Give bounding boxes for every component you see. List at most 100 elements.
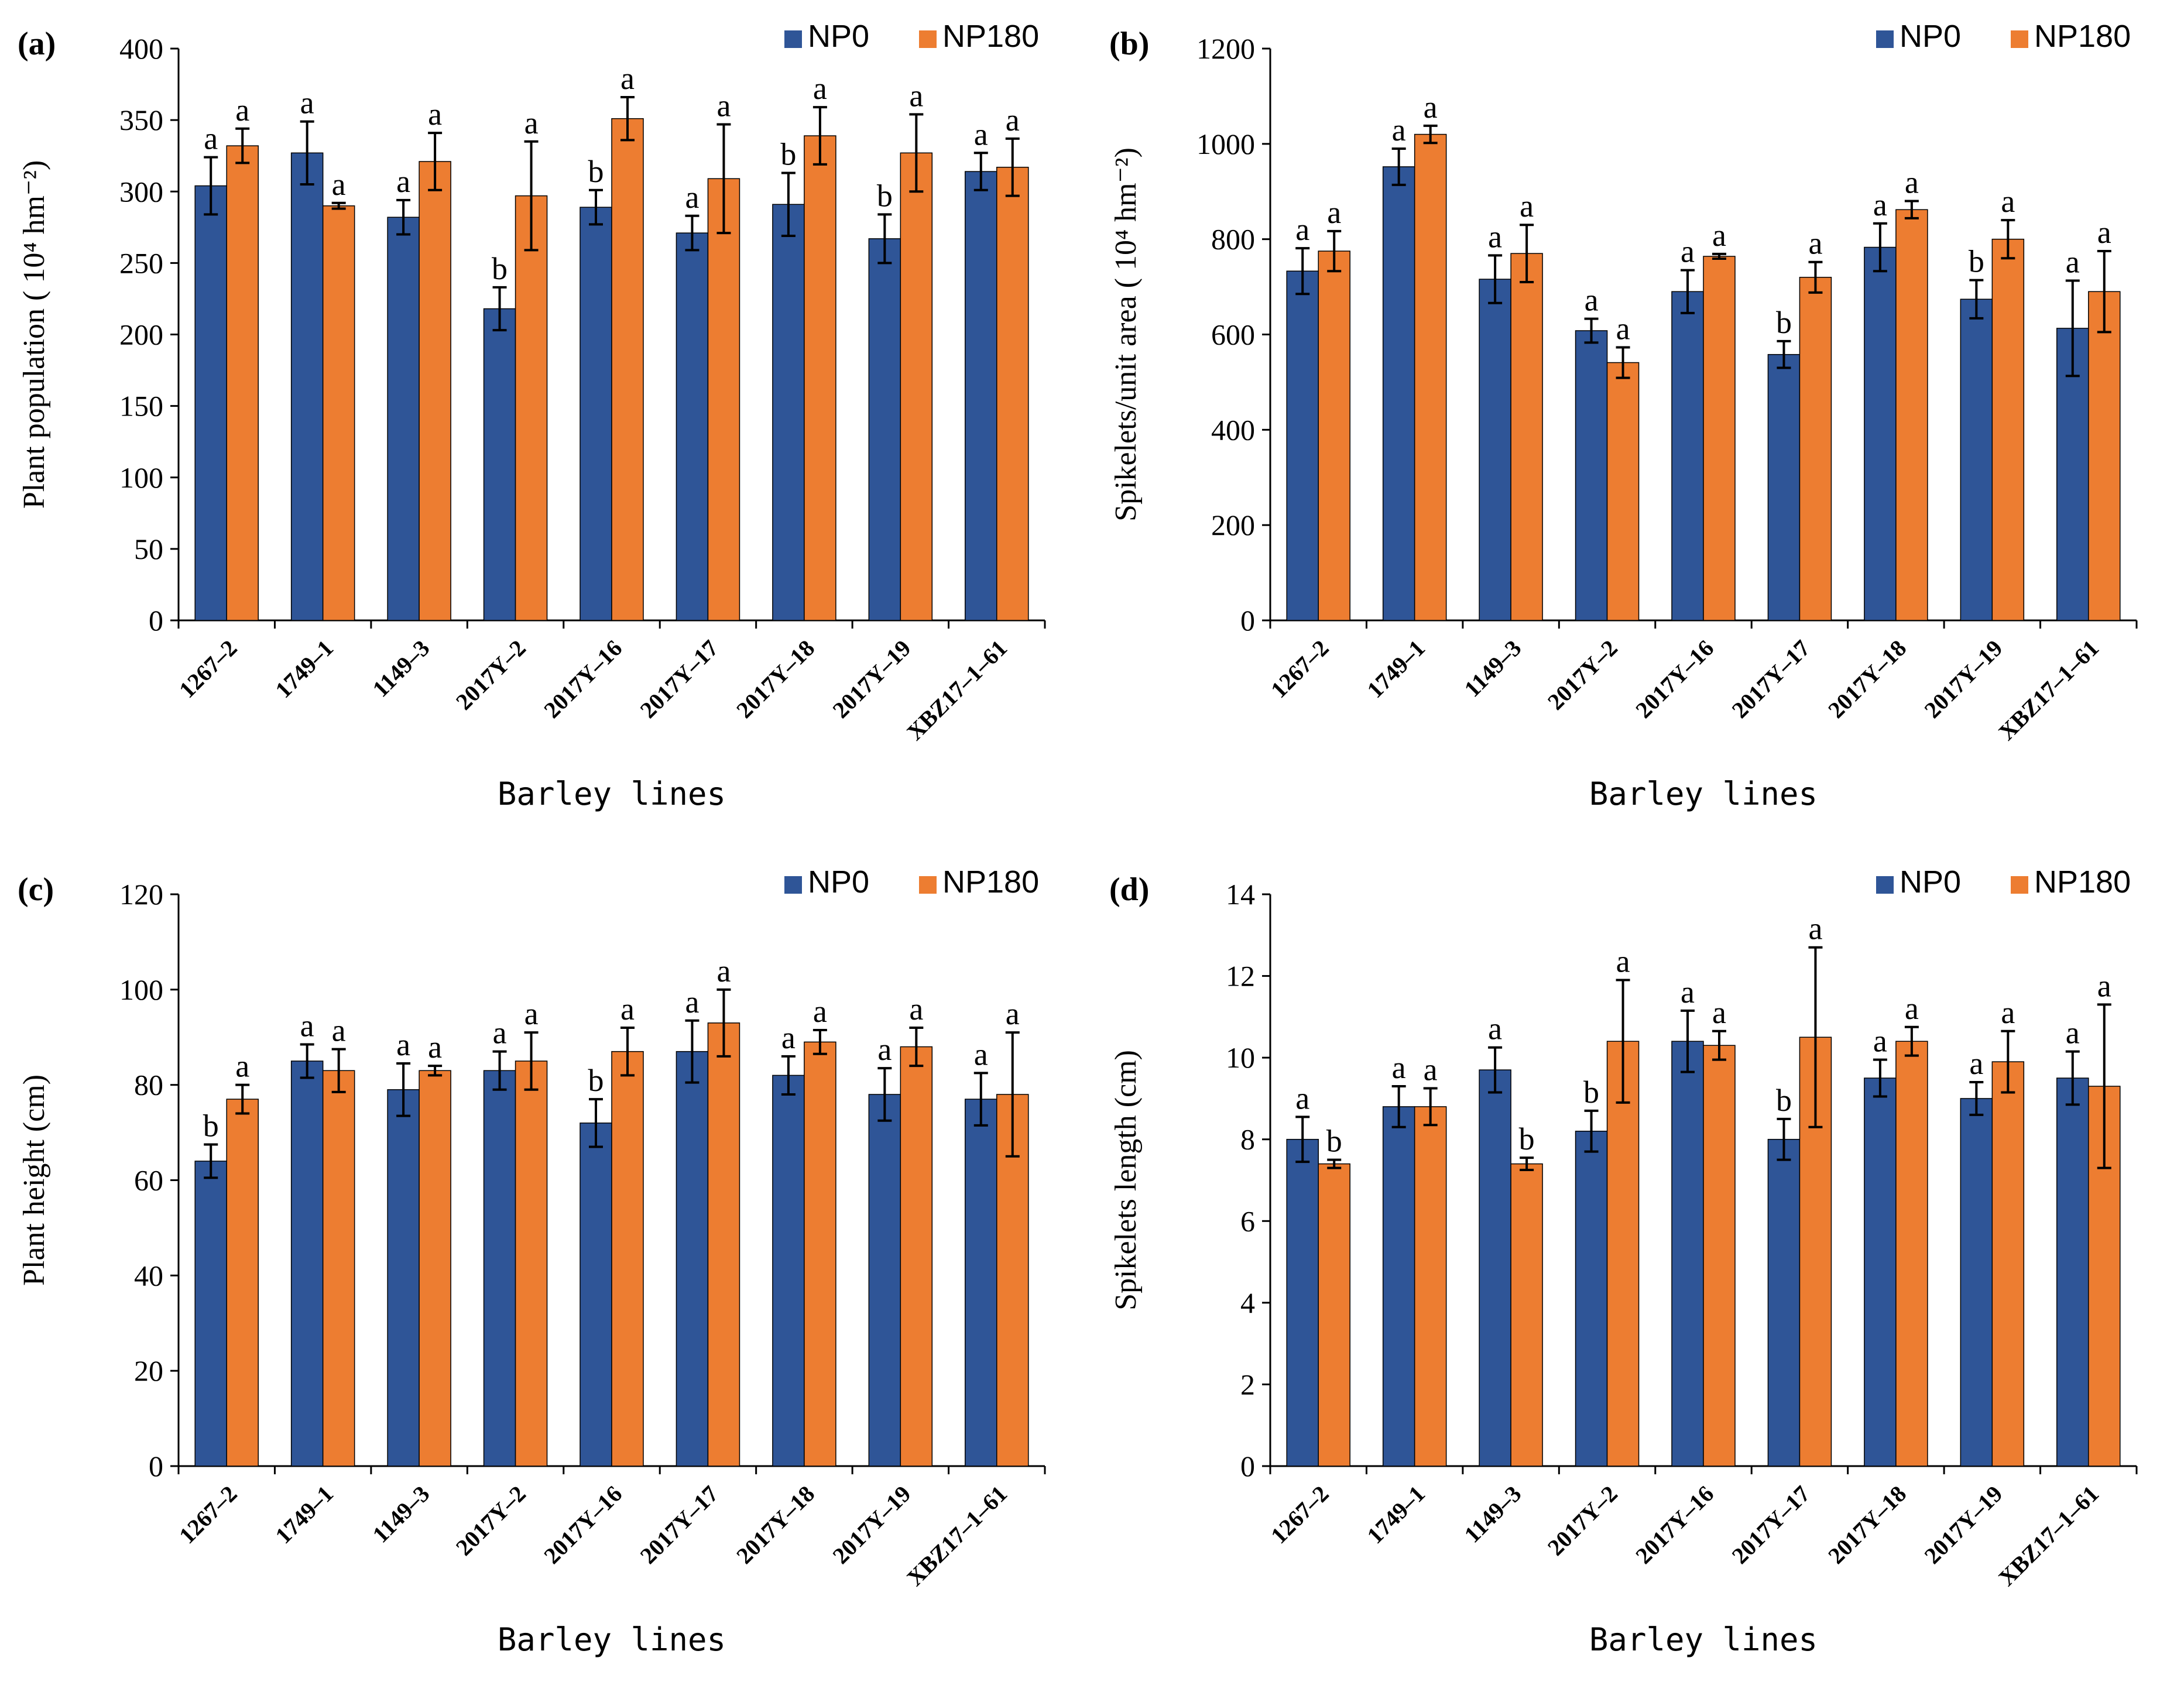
panel-a-bar-np0-7 xyxy=(868,238,901,621)
panel-b-letter-np0-5: b xyxy=(1776,305,1792,340)
panel-d-letter-np0-0: a xyxy=(1295,1080,1309,1116)
panel-b-bar-np180-5 xyxy=(1799,277,1832,621)
panel-b-letter-np0-4: a xyxy=(1681,234,1695,269)
panel-d-x-tick-label-5: 2017Y–17 xyxy=(1727,1481,1815,1569)
panel-b-letter-np0-6: a xyxy=(1873,187,1887,222)
panel-c-y-tick-label-4: 80 xyxy=(134,1069,163,1101)
panel-a-letter-np0-4: b xyxy=(588,154,604,189)
panel-a-x-tick-label-2: 1149–3 xyxy=(367,635,434,702)
panel-a-letter-np0-7: b xyxy=(877,178,893,213)
panel-a-bar-np0-2 xyxy=(387,217,420,621)
panel-a-letter-np180-0: a xyxy=(235,92,249,128)
panel-a-x-tick-label-1: 1749–1 xyxy=(270,635,338,703)
panel-b-y-tick-label-5: 1000 xyxy=(1196,128,1255,160)
panel-d-x-tick-label-6: 2017Y–18 xyxy=(1823,1481,1911,1569)
panel-d-letter-np0-4: a xyxy=(1681,974,1695,1010)
panel-b-y-axis-label: Spikelets/unit area ( 10⁴ hm⁻²) xyxy=(1109,147,1143,521)
panel-c-legend-label-np0: NP0 xyxy=(808,864,869,900)
panel-d-letter-np0-6: a xyxy=(1873,1024,1887,1059)
panel-d-y-tick-label-1: 2 xyxy=(1240,1368,1255,1401)
panel-b-legend-swatch-np0 xyxy=(1876,30,1894,48)
panel-c-letter-np0-0: b xyxy=(203,1108,219,1143)
panel-a-y-tick-label-4: 200 xyxy=(119,318,163,351)
panel-b-letter-np0-8: a xyxy=(2066,244,2080,279)
panel-a-y-tick-label-6: 300 xyxy=(119,175,163,208)
panel-d-bar-np180-7 xyxy=(1991,1061,2025,1467)
panel-c-letter-np0-1: a xyxy=(300,1008,314,1043)
panel-a-letter-np180-7: a xyxy=(909,78,923,113)
panel-a-letter-np180-3: a xyxy=(524,105,539,140)
panel-a-letter-np0-0: a xyxy=(204,121,218,156)
panel-a-bar-np0-1 xyxy=(290,152,324,621)
panel-d-y-tick-label-5: 10 xyxy=(1226,1041,1255,1074)
panel-b-x-tick-label-7: 2017Y–19 xyxy=(1919,635,2007,723)
panel-c-y-axis-label: Plant height (cm) xyxy=(18,1075,51,1286)
panel-a-x-axis-label: Barley lines xyxy=(498,775,726,812)
panel-c-y-tick-label-0: 0 xyxy=(149,1450,163,1482)
panel-c-bar-np0-0 xyxy=(194,1161,227,1467)
panel-b-letter-np180-6: a xyxy=(1905,165,1919,200)
panel-d-letter-np180-0: b xyxy=(1326,1124,1342,1159)
panel-c-y-tick-label-5: 100 xyxy=(119,973,163,1006)
panel-b-x-tick-label-6: 2017Y–18 xyxy=(1823,635,1911,723)
panel-a-y-tick-label-8: 400 xyxy=(119,32,163,65)
panel-c-legend-swatch-np180 xyxy=(919,876,937,894)
panel-c-x-tick-label-6: 2017Y–18 xyxy=(731,1481,820,1569)
panel-c-x-tick-label-1: 1749–1 xyxy=(270,1481,338,1549)
panel-a-y-tick-label-5: 250 xyxy=(119,246,163,279)
panel-b-bar-np180-3 xyxy=(1606,362,1640,621)
panel-d-bar-np0-8 xyxy=(2056,1077,2089,1467)
panel-a-bar-np0-0 xyxy=(194,185,227,621)
panel-d-legend-swatch-np180 xyxy=(2011,876,2028,894)
panel-d-letter-np180-7: a xyxy=(2001,995,2015,1030)
panel-a-bar-np180-0 xyxy=(226,145,259,621)
panel-c-bar-np180-5 xyxy=(707,1022,740,1467)
panel-c-bar-np0-6 xyxy=(772,1075,805,1467)
panel-b-bar-np180-4 xyxy=(1703,256,1736,621)
panel-a-legend-swatch-np0 xyxy=(784,30,802,48)
panel-d-label: (d) xyxy=(1109,871,1149,908)
panel-d-legend-swatch-np0 xyxy=(1876,876,1894,894)
panel-c-letter-np0-5: a xyxy=(685,984,699,1020)
panel-b-x-tick-label-8: XBZ17–1–61 xyxy=(1993,635,2104,746)
panel-a-legend-label-np180: NP180 xyxy=(942,19,1039,54)
panel-d-bar-np0-3 xyxy=(1575,1131,1608,1467)
panel-d-y-axis-label: Spikelets length (cm) xyxy=(1109,1050,1143,1310)
panel-b-letter-np180-8: a xyxy=(2097,215,2111,250)
panel-a-letter-np180-6: a xyxy=(813,71,827,106)
panel-d-y-tick-label-6: 12 xyxy=(1226,960,1255,993)
panel-c-y-tick-label-2: 40 xyxy=(134,1259,163,1292)
panel-d-y-tick-label-7: 14 xyxy=(1226,878,1255,911)
panel-c-letter-np180-2: a xyxy=(428,1029,442,1065)
panel-b-bar-np180-0 xyxy=(1318,250,1350,621)
panel-a-x-tick-label-3: 2017Y–2 xyxy=(451,635,531,715)
panel-b-bar-np0-6 xyxy=(1864,246,1897,621)
panel-b-bar-np0-0 xyxy=(1286,270,1319,621)
panel-a-letter-np180-8: a xyxy=(1006,102,1020,138)
panel-d-letter-np0-7: a xyxy=(1969,1046,1983,1081)
panel-b-bar-np0-4 xyxy=(1671,291,1704,621)
panel-b-y-tick-label-3: 600 xyxy=(1211,318,1255,351)
panel-b-bar-np180-8 xyxy=(2088,291,2121,621)
panel-c-letter-np180-5: a xyxy=(716,953,731,989)
panel-d-y-tick-label-0: 0 xyxy=(1240,1450,1255,1482)
panel-c-x-tick-label-4: 2017Y–16 xyxy=(539,1481,627,1569)
panel-c-bar-np0-2 xyxy=(387,1089,420,1467)
panel-d-bar-np180-2 xyxy=(1510,1163,1543,1467)
panel-a-bar-np180-3 xyxy=(515,195,548,621)
panel-b-bar-np180-7 xyxy=(1991,238,2025,621)
panel-a-letter-np0-8: a xyxy=(974,116,988,152)
panel-b-legend-label-np0: NP0 xyxy=(1900,19,1961,54)
panel-d-bar-np0-1 xyxy=(1382,1106,1415,1467)
panel-b-bar-np180-2 xyxy=(1510,253,1543,621)
panel-c-x-tick-label-5: 2017Y–17 xyxy=(635,1481,724,1569)
panel-a-x-tick-label-6: 2017Y–18 xyxy=(731,635,820,723)
panel-d-x-axis-label: Barley lines xyxy=(1589,1621,1818,1658)
panel-b-letter-np0-2: a xyxy=(1488,219,1502,254)
panel-d-y-tick-label-2: 4 xyxy=(1240,1286,1255,1319)
panel-a-y-axis-label: Plant population ( 10⁴ hm⁻²) xyxy=(18,160,51,509)
panel-d-x-tick-label-0: 1267–2 xyxy=(1266,1481,1334,1549)
panel-a-letter-np180-5: a xyxy=(716,88,731,123)
panel-b-letter-np0-0: a xyxy=(1295,212,1309,247)
